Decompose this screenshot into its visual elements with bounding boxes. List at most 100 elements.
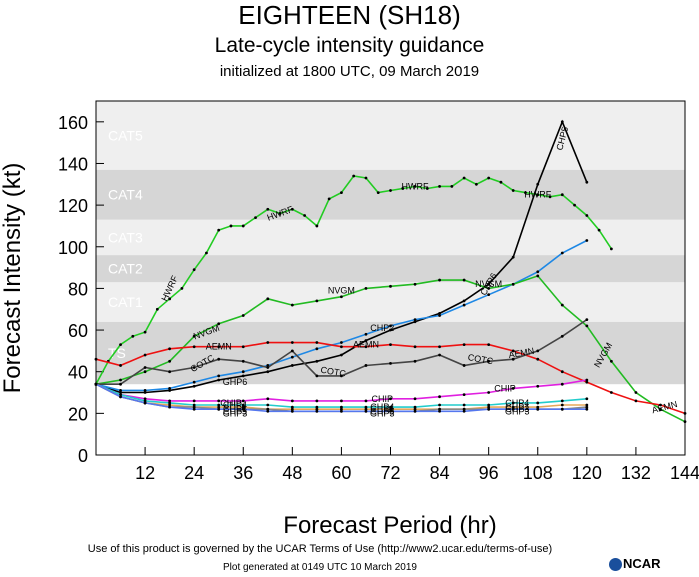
data-point-chp2 [413, 318, 417, 322]
data-point-hwrf [511, 189, 515, 192]
x-tick-label: 120 [572, 463, 602, 483]
data-point-chp5 [168, 389, 172, 392]
data-point-chp2 [340, 341, 343, 344]
data-point-cotc [536, 349, 540, 353]
data-point-ghp3 [192, 407, 196, 411]
data-point-chp2 [487, 293, 491, 297]
data-point-nvgm [536, 274, 540, 278]
initialization-time: initialized at 1800 UTC, 09 March 2019 [219, 63, 480, 80]
data-point-hwrf [401, 187, 405, 190]
data-point-cotc [487, 359, 491, 363]
y-tick-label: 160 [58, 113, 88, 133]
data-point-chp5 [340, 353, 343, 357]
data-point-ghp3 [168, 405, 172, 409]
data-point-hwrf [229, 224, 233, 228]
category-band-cat5 [96, 101, 685, 170]
data-point-nvgm [634, 391, 638, 394]
data-point-nvgm [659, 407, 662, 411]
category-label-cat3: CAT3 [108, 229, 143, 245]
category-band-cat4 [96, 169, 685, 220]
data-point-hwrf [462, 176, 466, 180]
data-point-chp4 [487, 403, 491, 407]
data-point-ghp3 [487, 407, 491, 411]
data-point-nvgm [364, 287, 368, 290]
ncar-logo-icon [609, 558, 622, 571]
data-point-chp3 [192, 405, 196, 409]
series-label-hwrf: HWRF [402, 181, 429, 191]
data-point-ghp3 [364, 409, 368, 413]
data-point-aemn [634, 399, 638, 403]
data-point-hwrf [155, 307, 159, 311]
data-point-ghp3 [536, 407, 540, 411]
category-bands: TS CAT1 CAT2 CAT3 CAT4 CAT5 [96, 101, 685, 455]
data-point-chip [241, 399, 245, 403]
data-point-ghp3 [143, 401, 147, 405]
y-tick-label: 120 [58, 196, 88, 216]
category-label-cat1: CAT1 [108, 294, 143, 310]
y-tick-label: 20 [68, 404, 88, 424]
series-label-ghp3: GHP3 [370, 408, 395, 418]
data-point-chp1 [560, 403, 564, 407]
data-point-chp4 [217, 403, 221, 407]
data-point-hwrf [536, 193, 540, 197]
data-point-aemn [511, 349, 515, 353]
data-point-cotc [511, 357, 515, 361]
series-label-hwrf: HWRF [524, 190, 551, 200]
data-point-chip [413, 397, 417, 401]
data-point-cotc [143, 366, 147, 369]
data-point-hwrf [376, 191, 380, 195]
data-point-nvgm [143, 370, 147, 374]
data-point-chp2 [290, 355, 294, 359]
data-point-chp4 [364, 405, 368, 409]
data-point-hwrf [560, 193, 564, 197]
x-tick-label: 12 [135, 463, 155, 483]
x-tick-label: 48 [282, 463, 302, 483]
data-point-hwrf [474, 182, 478, 186]
series-label-chip: CHIP [494, 383, 516, 393]
data-point-chp1 [315, 407, 319, 411]
data-point-ghp3 [290, 409, 294, 413]
data-point-chip [536, 384, 540, 388]
data-point-aemn [266, 341, 270, 344]
data-point-chp4 [340, 405, 343, 409]
series-label-chp5: GHP6 [223, 377, 248, 387]
data-point-nvgm [511, 282, 515, 286]
data-point-chp1 [511, 405, 515, 409]
category-label-ts: TS [108, 345, 126, 361]
y-tick-label: 60 [68, 321, 88, 341]
data-point-hwrf [241, 224, 245, 228]
data-point-chip [340, 399, 343, 403]
data-point-chp1 [487, 405, 491, 409]
data-point-chip [560, 382, 564, 386]
data-point-hwrf [131, 334, 135, 338]
y-axis-label: Forecast Intensity (kt) [0, 163, 26, 394]
data-point-chp2 [315, 347, 319, 351]
data-point-hwrf [425, 187, 429, 190]
data-point-chp5 [266, 370, 270, 374]
data-point-nvgm [290, 303, 294, 307]
data-point-nvgm [462, 278, 466, 282]
data-point-hwrf [266, 207, 270, 211]
data-point-nvgm [413, 282, 417, 286]
data-point-ghp3 [413, 409, 417, 413]
x-tick-label: 132 [621, 463, 651, 483]
category-band-cat3 [96, 219, 685, 256]
data-point-hwrf [450, 184, 454, 188]
x-axis-label: Forecast Period (hr) [283, 512, 496, 539]
data-point-hwrf [585, 214, 589, 217]
category-label-cat5: CAT5 [108, 127, 143, 143]
series-label-chp1: CHP1 [370, 404, 394, 414]
data-point-nvgm [192, 334, 196, 338]
data-point-nvgm [241, 314, 245, 317]
series-lines [94, 119, 687, 424]
y-tick-label: 100 [58, 238, 88, 258]
data-point-chip [290, 399, 294, 403]
data-point-chp4 [585, 397, 589, 401]
data-point-ghp3 [462, 409, 466, 413]
data-point-aemn [119, 364, 122, 367]
data-point-chp1 [364, 407, 368, 411]
data-point-hwrf [499, 180, 503, 184]
data-point-hwrf [254, 216, 257, 220]
data-point-chp4 [168, 401, 172, 405]
data-point-aemn [143, 353, 147, 357]
